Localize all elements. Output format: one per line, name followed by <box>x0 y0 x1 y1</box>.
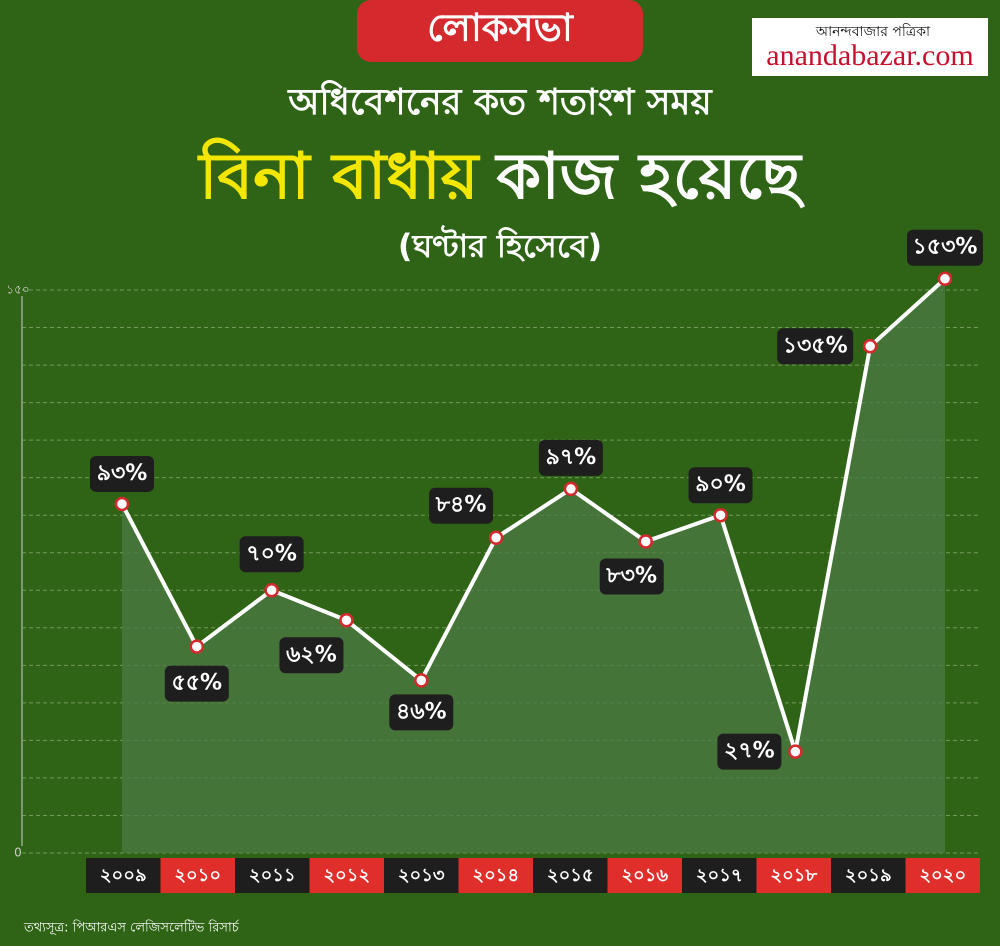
x-tick-box <box>309 858 384 893</box>
point <box>339 613 354 628</box>
point <box>114 496 130 512</box>
value-label: ১৩৫% <box>783 333 848 358</box>
point <box>638 534 653 549</box>
y-tick-label: 0 <box>14 846 22 860</box>
x-tick-box <box>458 858 533 893</box>
x-tick-label: ২০১৪ <box>472 865 519 886</box>
source: তথ্যসূত্র: পিআরএস লেজিসলেটিভ রিসার্চ <box>23 920 240 936</box>
line <box>120 277 947 754</box>
value-label: ৯৩% <box>97 461 148 486</box>
x-tick-box <box>86 858 161 893</box>
x-tick-label: ২০০৯ <box>100 865 147 886</box>
value-label: ৫৫% <box>172 671 223 696</box>
logo-latin: anandabazar.com <box>766 39 973 72</box>
point <box>563 481 579 497</box>
value-label-box <box>717 733 782 770</box>
badge: লোকসভা <box>427 6 575 50</box>
value-label-box <box>599 558 664 595</box>
point <box>488 530 504 545</box>
x-tick-box <box>235 858 310 893</box>
value-label-box <box>777 328 854 365</box>
x-tick-label: ২০১০ <box>174 865 221 886</box>
value-label: ২৭% <box>724 739 775 764</box>
x-tick-label: ২০১৮ <box>770 865 817 886</box>
value-label-box <box>538 439 603 476</box>
value-label-box <box>389 694 454 731</box>
x-tick-label: ২০২০ <box>919 865 966 886</box>
point <box>788 744 803 759</box>
badge-box <box>357 0 643 62</box>
title-line1: অধিবেশনের কত শতাংশ সময় <box>286 80 713 123</box>
title-line2: বিনা বাধায় কাজ হয়েছে <box>197 138 806 214</box>
title-highlight: বিনা বাধায় <box>197 138 481 214</box>
point <box>862 339 878 354</box>
x-tick-label: ২০১২ <box>323 865 370 886</box>
value-label: ৯৭% <box>546 445 597 470</box>
value-label: ১৫৩% <box>913 235 978 260</box>
title-rest: কাজ হয়েছে <box>494 140 806 214</box>
value-label: ৮৪% <box>435 493 487 518</box>
value-label-box <box>239 536 304 573</box>
logo-box <box>752 18 988 76</box>
x-tick-box <box>533 858 608 893</box>
x-tick-label: ২০১৫ <box>547 865 594 886</box>
value-label: ৬২% <box>286 642 337 667</box>
x-tick-box <box>831 858 906 893</box>
point <box>713 507 728 523</box>
value-label-box <box>164 665 229 702</box>
x-tick-label: ২০১৭ <box>696 865 743 886</box>
point <box>937 271 953 286</box>
point <box>264 583 279 598</box>
x-tick-box <box>905 858 980 893</box>
x-tick-box <box>384 858 459 893</box>
x-tick-label: ২০১৯ <box>845 865 892 886</box>
x-tick-box <box>756 858 831 893</box>
subtitle: (ঘণ্টার হিসেবে) <box>398 225 602 265</box>
point <box>189 639 205 654</box>
value-label-box <box>279 637 344 674</box>
value-label: ৭০% <box>246 541 297 566</box>
value-label: ৯০% <box>695 472 746 497</box>
x-tick-box <box>160 858 235 893</box>
value-label-box <box>429 487 494 524</box>
logo-bengali: আনন্দবাজার পত্রিকা <box>815 23 931 40</box>
x-tick-label: ২০১৬ <box>621 865 668 886</box>
x-tick-box <box>607 858 682 893</box>
value-label-box <box>907 229 983 266</box>
value-label: ৪৬% <box>396 699 447 724</box>
point <box>414 673 429 688</box>
value-label-box <box>688 467 753 504</box>
x-tick-label: ২০১১ <box>249 865 296 886</box>
y-tick-label: ১৫০ <box>6 283 29 297</box>
value-label: ৮৩% <box>605 563 657 588</box>
value-label-box <box>90 455 154 492</box>
x-tick-box <box>682 858 757 893</box>
x-tick-label: ২০১৩ <box>398 865 445 886</box>
area <box>122 278 945 853</box>
